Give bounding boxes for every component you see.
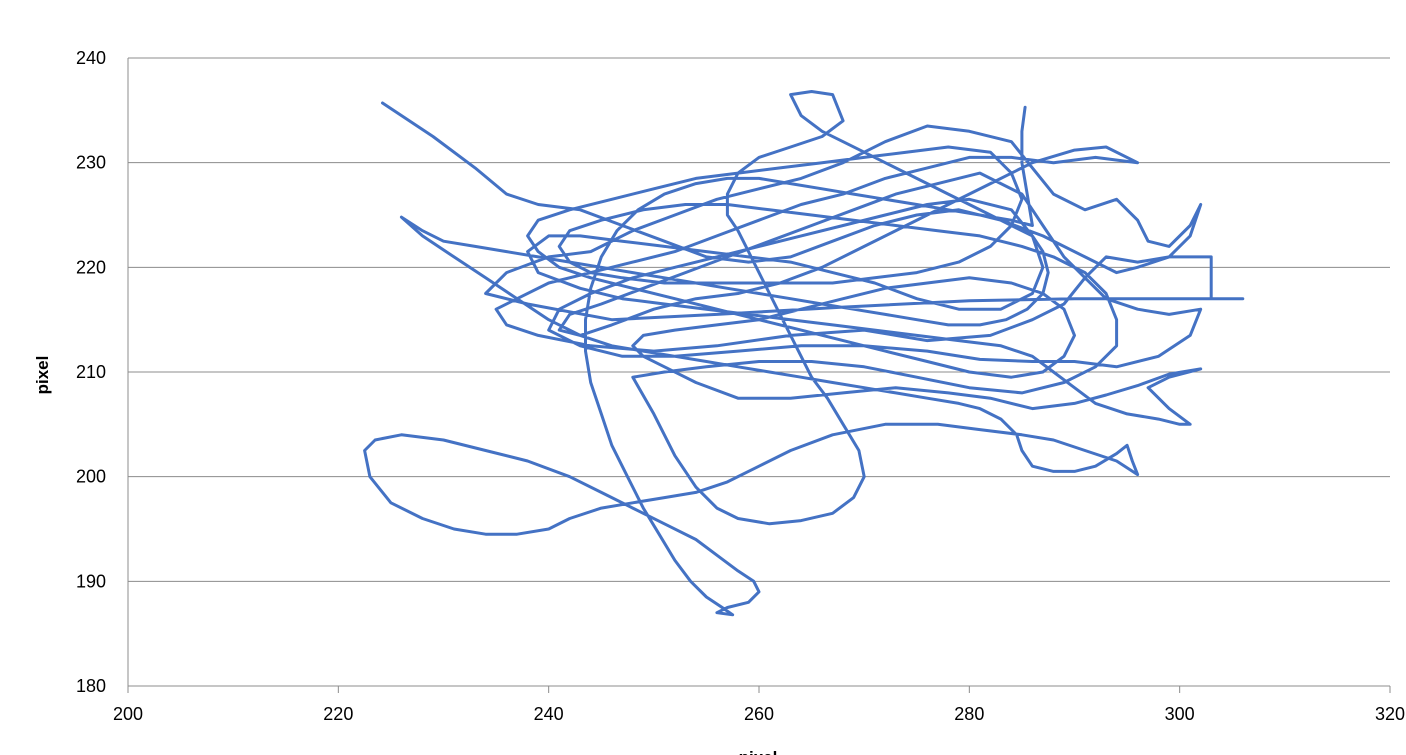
y-tick-label: 200 [76, 467, 106, 487]
gridlines [128, 57, 1390, 582]
y-tick-label: 220 [76, 257, 106, 277]
y-tick-label: 190 [76, 571, 106, 591]
x-axis-label: pixel [739, 748, 778, 755]
y-tick-label: 210 [76, 362, 106, 382]
y-tick-label: 230 [76, 153, 106, 173]
x-tick-label: 240 [534, 704, 564, 724]
y-tick-label: 240 [76, 48, 106, 68]
series-group [363, 90, 1245, 617]
x-tick-label: 220 [323, 704, 353, 724]
y-tick-label: 180 [76, 676, 106, 696]
x-tick-label: 260 [744, 704, 774, 724]
y-axis-label: pixel [33, 356, 52, 395]
x-tick-label: 200 [113, 704, 143, 724]
series-line-0 [363, 90, 1245, 617]
x-tick-label: 320 [1375, 704, 1405, 724]
x-tick-labels: 200 220 240 260 280 300 320 [113, 704, 1405, 724]
y-tick-labels: 180 190 200 210 220 230 240 [76, 48, 106, 696]
axes [127, 58, 1391, 693]
x-tick-label: 300 [1165, 704, 1195, 724]
x-tick-label: 280 [954, 704, 984, 724]
